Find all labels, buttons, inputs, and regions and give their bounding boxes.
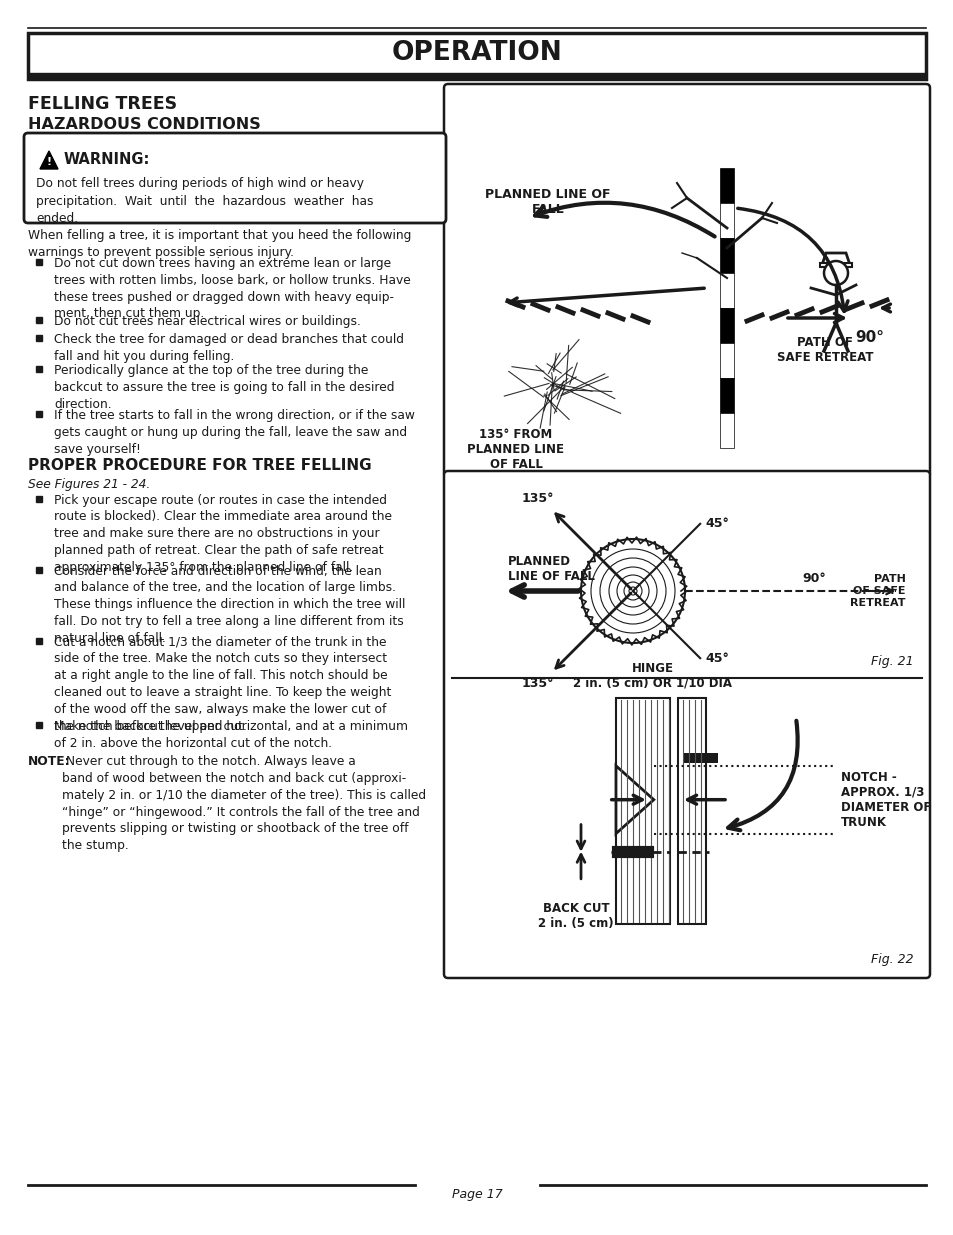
Text: See Figures 21 - 24.: See Figures 21 - 24. — [28, 478, 150, 490]
Text: Fig. 22: Fig. 22 — [870, 953, 913, 966]
Text: 135°: 135° — [520, 492, 553, 505]
Text: NOTCH -
APPROX. 1/3
DIAMETER OF
TRUNK: NOTCH - APPROX. 1/3 DIAMETER OF TRUNK — [841, 771, 930, 829]
Text: Check the tree for damaged or dead branches that could
fall and hit you during f: Check the tree for damaged or dead branc… — [54, 333, 403, 363]
Text: Page 17: Page 17 — [451, 1188, 502, 1200]
Bar — [36, 411, 42, 417]
Text: Fig. 21: Fig. 21 — [870, 655, 913, 668]
Text: NOTE:: NOTE: — [28, 755, 71, 768]
Bar — [36, 335, 42, 341]
Text: 45°: 45° — [704, 652, 728, 664]
Bar — [36, 637, 42, 643]
Bar — [720, 378, 733, 412]
Text: FELLING TREES: FELLING TREES — [28, 95, 177, 112]
Bar — [36, 495, 42, 501]
Bar — [36, 367, 42, 373]
Bar — [820, 263, 851, 267]
Text: 135°: 135° — [520, 677, 553, 690]
Circle shape — [599, 558, 665, 624]
Text: Consider the force and direction of the wind, the lean
and balance of the tree, : Consider the force and direction of the … — [54, 564, 405, 645]
Bar — [720, 308, 733, 343]
Text: If the tree starts to fall in the wrong direction, or if the saw
gets caught or : If the tree starts to fall in the wrong … — [54, 409, 415, 456]
Bar — [720, 238, 733, 273]
Text: WARNING:: WARNING: — [64, 152, 151, 168]
Text: PATH OF
SAFE RETREAT: PATH OF SAFE RETREAT — [776, 336, 872, 364]
Circle shape — [623, 582, 641, 600]
Bar — [720, 412, 733, 448]
Text: BACK CUT
2 in. (5 cm): BACK CUT 2 in. (5 cm) — [537, 902, 613, 930]
Circle shape — [628, 587, 637, 595]
Bar — [36, 259, 42, 266]
Text: PLANNED LINE OF
FALL: PLANNED LINE OF FALL — [485, 188, 610, 216]
Bar — [36, 567, 42, 573]
Bar — [682, 753, 718, 763]
Circle shape — [590, 550, 675, 634]
Text: PROPER PROCEDURE FOR TREE FELLING: PROPER PROCEDURE FOR TREE FELLING — [28, 458, 372, 473]
Bar — [28, 73, 925, 79]
Text: PATH
OF SAFE
RETREAT: PATH OF SAFE RETREAT — [850, 574, 905, 608]
Circle shape — [608, 567, 657, 615]
Text: Do not cut trees near electrical wires or buildings.: Do not cut trees near electrical wires o… — [54, 315, 360, 327]
Bar — [36, 317, 42, 322]
Text: 135° FROM
PLANNED LINE
OF FALL: 135° FROM PLANNED LINE OF FALL — [467, 429, 564, 471]
FancyBboxPatch shape — [28, 33, 925, 79]
Polygon shape — [821, 253, 849, 266]
Polygon shape — [40, 151, 58, 169]
Bar — [720, 168, 733, 203]
Circle shape — [580, 538, 684, 643]
Text: HINGE
2 in. (5 cm) OR 1/10 DIA: HINGE 2 in. (5 cm) OR 1/10 DIA — [573, 662, 732, 690]
Bar — [720, 203, 733, 238]
Bar — [720, 273, 733, 308]
Circle shape — [823, 261, 847, 285]
Circle shape — [617, 576, 648, 606]
Text: Make the backcut level and horizontal, and at a minimum
of 2 in. above the horiz: Make the backcut level and horizontal, a… — [54, 720, 408, 750]
FancyBboxPatch shape — [443, 471, 929, 978]
Text: Pick your escape route (or routes in case the intended
route is blocked). Clear : Pick your escape route (or routes in cas… — [54, 494, 392, 574]
Text: !: ! — [47, 157, 51, 167]
Text: When felling a tree, it is important that you heed the following
warnings to pre: When felling a tree, it is important tha… — [28, 228, 411, 259]
Text: 45°: 45° — [704, 517, 728, 530]
Text: HAZARDOUS CONDITIONS: HAZARDOUS CONDITIONS — [28, 117, 260, 132]
Bar — [616, 698, 669, 924]
Text: 90°: 90° — [801, 572, 825, 585]
Text: Do not cut down trees having an extreme lean or large
trees with rotten limbs, l: Do not cut down trees having an extreme … — [54, 257, 411, 320]
FancyBboxPatch shape — [24, 133, 446, 224]
Text: Never cut through to the notch. Always leave a
band of wood between the notch an: Never cut through to the notch. Always l… — [62, 755, 426, 852]
Text: Do not fell trees during periods of high wind or heavy
precipitation.  Wait  unt: Do not fell trees during periods of high… — [36, 177, 374, 225]
Text: 90°: 90° — [854, 331, 883, 346]
Bar — [720, 343, 733, 378]
Text: PLANNED
LINE OF FALL: PLANNED LINE OF FALL — [507, 555, 595, 583]
Bar — [36, 721, 42, 727]
Bar — [678, 698, 705, 924]
Polygon shape — [616, 766, 653, 834]
Text: Periodically glance at the top of the tree during the
backcut to assure the tree: Periodically glance at the top of the tr… — [54, 364, 395, 411]
Text: Cut a notch about 1/3 the diameter of the trunk in the
side of the tree. Make th: Cut a notch about 1/3 the diameter of th… — [54, 636, 391, 732]
Text: OPERATION: OPERATION — [392, 40, 561, 65]
FancyBboxPatch shape — [443, 84, 929, 477]
